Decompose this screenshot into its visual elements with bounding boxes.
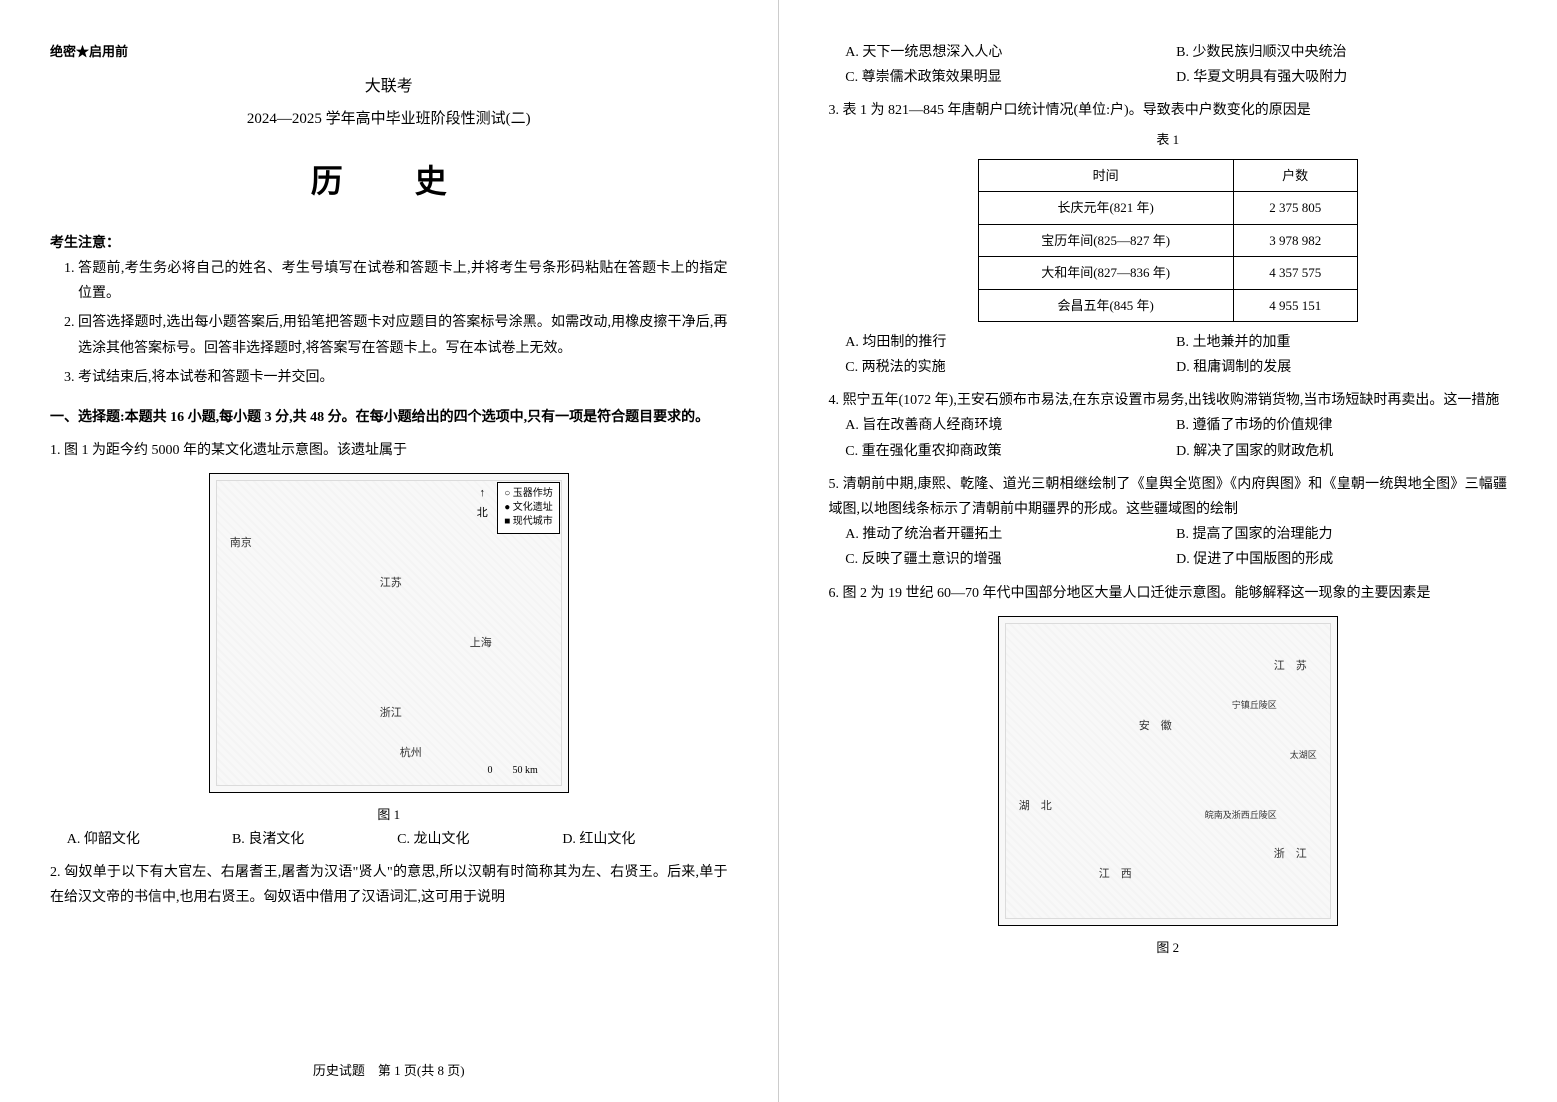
option-d: D. 促进了中国版图的形成: [1176, 547, 1507, 572]
option-d: D. 解决了国家的财政危机: [1176, 439, 1507, 464]
table-row: 会昌五年(845 年) 4 955 151: [978, 289, 1357, 321]
option-b: B. 遵循了市场的价值规律: [1176, 413, 1507, 438]
exam-line2: 2024—2025 学年高中毕业班阶段性测试(二): [50, 106, 728, 133]
option-c: C. 尊崇儒术政策效果明显: [845, 65, 1176, 90]
option-a: A. 推动了统治者开疆拓土: [845, 522, 1176, 547]
table-cell: 4 357 575: [1233, 257, 1357, 289]
map-label-wannan: 皖南及浙西丘陵区: [1205, 807, 1277, 823]
q2-options: A. 天下一统思想深入人心 B. 少数民族归顺汉中央统治: [845, 40, 1507, 65]
table-row: 宝历年间(825—827 年) 3 978 982: [978, 224, 1357, 256]
option-c: C. 重在强化重农抑商政策: [845, 439, 1176, 464]
q5-options: A. 推动了统治者开疆拓土 B. 提高了国家的治理能力: [845, 522, 1507, 547]
table-header: 时间: [978, 159, 1233, 191]
subject-title: 历 史: [50, 153, 728, 211]
question-1: 1. 图 1 为距今约 5000 年的某文化遗址示意图。该遗址属于: [50, 438, 728, 463]
figure-2-map: 江 苏 安 徽 湖 北 江 西 浙 江 宁镇丘陵区 太湖区 皖南及浙西丘陵区: [998, 616, 1338, 926]
table-cell: 2 375 805: [1233, 192, 1357, 224]
table-cell: 会昌五年(845 年): [978, 289, 1233, 321]
q4-options-row2: C. 重在强化重农抑商政策 D. 解决了国家的财政危机: [845, 439, 1507, 464]
table-cell: 3 978 982: [1233, 224, 1357, 256]
left-page: 绝密★启用前 大联考 2024—2025 学年高中毕业班阶段性测试(二) 历 史…: [0, 0, 779, 1102]
option-d: D. 租庸调制的发展: [1176, 355, 1507, 380]
map-label-jiangsu: 江苏: [380, 574, 402, 594]
top-secret-label: 绝密★启用前: [50, 40, 728, 63]
table-row: 长庆元年(821 年) 2 375 805: [978, 192, 1357, 224]
question-2: 2. 匈奴单于以下有大官左、右屠耆王,屠耆为汉语"贤人"的意思,所以汉朝有时简称…: [50, 860, 728, 910]
q2-options-row2: C. 尊崇儒术政策效果明显 D. 华夏文明具有强大吸附力: [845, 65, 1507, 90]
option-b: B. 少数民族归顺汉中央统治: [1176, 40, 1507, 65]
page-footer: 历史试题 第 1 页(共 8 页): [0, 1059, 778, 1082]
scale-bar: 0 50 km: [487, 762, 537, 780]
compass-icon: ↑北: [477, 484, 488, 524]
map-label-hubei: 湖 北: [1019, 797, 1052, 817]
notice-item: 答题前,考生务必将自己的姓名、考生号填写在试卷和答题卡上,并将考生号条形码粘贴在…: [78, 256, 728, 306]
exam-title-block: 大联考 2024—2025 学年高中毕业班阶段性测试(二) 历 史: [50, 73, 728, 210]
question-4: 4. 熙宁五年(1072 年),王安石颁布市易法,在东京设置市易务,出钱收购滞销…: [829, 388, 1508, 413]
question-5: 5. 清朝前中期,康熙、乾隆、道光三朝相继绘制了《皇舆全览图》《内府舆图》和《皇…: [829, 472, 1508, 522]
notice-list: 答题前,考生务必将自己的姓名、考生号填写在试卷和答题卡上,并将考生号条形码粘贴在…: [78, 256, 728, 390]
table-1: 时间 户数 长庆元年(821 年) 2 375 805 宝历年间(825—827…: [978, 159, 1358, 322]
option-a: A. 均田制的推行: [845, 330, 1176, 355]
table-header: 户数: [1233, 159, 1357, 191]
legend-item: ● 文化遗址: [504, 501, 553, 515]
table-cell: 长庆元年(821 年): [978, 192, 1233, 224]
option-c: C. 两税法的实施: [845, 355, 1176, 380]
option-c: C. 反映了疆土意识的增强: [845, 547, 1176, 572]
section1-heading: 一、选择题:本题共 16 小题,每小题 3 分,共 48 分。在每小题给出的四个…: [50, 405, 728, 430]
option-d: D. 华夏文明具有强大吸附力: [1176, 65, 1507, 90]
table-row: 大和年间(827—836 年) 4 357 575: [978, 257, 1357, 289]
notice-item: 考试结束后,将本试卷和答题卡一并交回。: [78, 365, 728, 390]
map-label-jiangxi: 江 西: [1099, 865, 1132, 885]
right-page: A. 天下一统思想深入人心 B. 少数民族归顺汉中央统治 C. 尊崇儒术政策效果…: [779, 0, 1557, 1102]
question-3: 3. 表 1 为 821—845 年唐朝户口统计情况(单位:户)。导致表中户数变…: [829, 98, 1508, 123]
legend-item: ○ 玉器作坊: [504, 487, 553, 501]
q3-options-row2: C. 两税法的实施 D. 租庸调制的发展: [845, 355, 1507, 380]
option-b: B. 土地兼并的加重: [1176, 330, 1507, 355]
map-label-taihu: 太湖区: [1290, 747, 1317, 763]
option-c: C. 龙山文化: [397, 827, 562, 852]
option-b: B. 良渚文化: [232, 827, 397, 852]
q3-options: A. 均田制的推行 B. 土地兼并的加重: [845, 330, 1507, 355]
map-label-jiangsu: 江 苏: [1274, 657, 1307, 677]
map-label-anhui: 安 徽: [1139, 717, 1172, 737]
table-cell: 4 955 151: [1233, 289, 1357, 321]
option-b: B. 提高了国家的治理能力: [1176, 522, 1507, 547]
table-cell: 大和年间(827—836 年): [978, 257, 1233, 289]
map-label-hangzhou: 杭州: [400, 744, 422, 764]
notice-item: 回答选择题时,选出每小题答案后,用铅笔把答题卡对应题目的答案标号涂黑。如需改动,…: [78, 310, 728, 360]
map-label-zhejiang: 浙 江: [1274, 845, 1307, 865]
option-a: A. 旨在改善商人经商环境: [845, 413, 1176, 438]
legend-item: ■ 现代城市: [504, 515, 553, 529]
exam-line1: 大联考: [50, 73, 728, 102]
q1-options: A. 仰韶文化 B. 良渚文化 C. 龙山文化 D. 红山文化: [67, 827, 728, 852]
table-cell: 宝历年间(825—827 年): [978, 224, 1233, 256]
figure-1-caption: 图 1: [50, 803, 728, 826]
map-label-zhejiang: 浙江: [380, 704, 402, 724]
map-legend: ○ 玉器作坊 ● 文化遗址 ■ 现代城市: [497, 482, 560, 534]
table-header-row: 时间 户数: [978, 159, 1357, 191]
q4-options: A. 旨在改善商人经商环境 B. 遵循了市场的价值规律: [845, 413, 1507, 438]
q5-options-row2: C. 反映了疆土意识的增强 D. 促进了中国版图的形成: [845, 547, 1507, 572]
question-6: 6. 图 2 为 19 世纪 60—70 年代中国部分地区大量人口迁徙示意图。能…: [829, 581, 1508, 606]
option-d: D. 红山文化: [562, 827, 727, 852]
figure-2-caption: 图 2: [829, 936, 1508, 959]
figure-1-map: ○ 玉器作坊 ● 文化遗址 ■ 现代城市 ↑北 南京 江苏 上海 浙江 杭州 0…: [209, 473, 569, 793]
option-a: A. 天下一统思想深入人心: [845, 40, 1176, 65]
map-label-nanjing: 南京: [230, 534, 252, 554]
option-a: A. 仰韶文化: [67, 827, 232, 852]
table-1-title: 表 1: [829, 128, 1508, 151]
map-label-ningzhen: 宁镇丘陵区: [1232, 697, 1277, 713]
notice-heading: 考生注意：: [50, 231, 728, 256]
map-label-shanghai: 上海: [470, 634, 492, 654]
